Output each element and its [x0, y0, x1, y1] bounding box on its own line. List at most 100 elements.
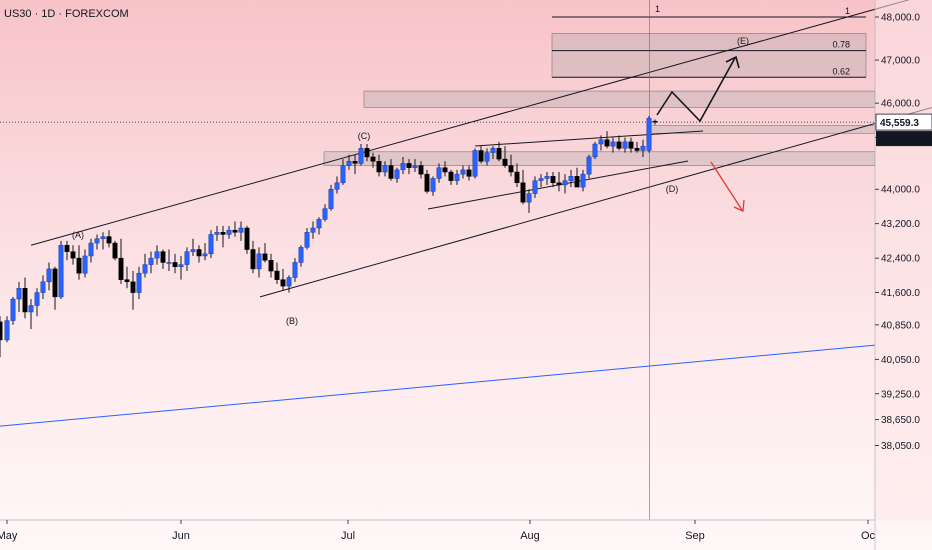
- candle-body: [130, 281, 136, 293]
- candle-body: [562, 180, 568, 186]
- candle-body: [574, 176, 580, 188]
- candle-body: [358, 148, 364, 164]
- y-tick-label: 44,000.0: [881, 185, 920, 196]
- y-tick-label: 41,600.0: [881, 288, 920, 299]
- wave-label: (A): [72, 230, 84, 240]
- candle-body: [526, 193, 532, 203]
- y-tick-label: 38,650.0: [881, 415, 920, 426]
- projected-path-arrowhead: [725, 55, 740, 69]
- candle-body: [352, 161, 358, 164]
- current-price-box: [875, 113, 932, 131]
- candle-body: [64, 244, 70, 252]
- candle-body: [472, 150, 478, 177]
- candle-body: [100, 236, 106, 240]
- bearish-arrow: [710, 161, 743, 211]
- x-tick-label: Oc: [861, 530, 876, 542]
- candle-body: [460, 169, 466, 175]
- blue-trendline: [0, 344, 876, 427]
- candle-body: [214, 232, 220, 235]
- candle-body: [604, 139, 610, 147]
- candle-body: [634, 148, 640, 151]
- candle-body: [0, 321, 3, 341]
- wave-label: (B): [286, 316, 298, 326]
- candle-body: [136, 272, 142, 293]
- symbol-label: US30 · 1D · FOREXCOM: [4, 8, 129, 20]
- y-tick-label: 40,050.0: [881, 355, 920, 366]
- candle-body: [274, 270, 280, 280]
- candle-body: [610, 141, 616, 147]
- wave-label: (E): [737, 36, 749, 46]
- candle-body: [334, 182, 340, 190]
- candle-body: [376, 161, 382, 173]
- y-tick-label: 40,850.0: [881, 320, 920, 331]
- candle-body: [232, 229, 238, 233]
- candle-body: [514, 171, 520, 184]
- candle-body: [646, 117, 652, 151]
- candle-body: [220, 232, 226, 235]
- candle-body: [28, 305, 34, 313]
- x-tick-label: Sep: [685, 530, 705, 542]
- candle-body: [640, 145, 646, 151]
- bearish-arrow-head: [733, 199, 745, 212]
- candle-body: [298, 247, 304, 263]
- candle-body: [46, 268, 52, 283]
- triangle-upper-line: [474, 130, 704, 147]
- candle-body: [370, 156, 376, 162]
- candle-body: [190, 249, 196, 252]
- candle-body: [70, 251, 76, 259]
- candle-body: [208, 234, 214, 255]
- candle-body: [238, 227, 244, 233]
- candle-body: [292, 262, 298, 278]
- candle-body: [478, 150, 484, 162]
- candle-body: [16, 288, 22, 300]
- y-tick-label: 38,050.0: [881, 441, 920, 452]
- y-tick-label: 46,000.0: [881, 99, 920, 110]
- candle-body: [484, 152, 490, 162]
- countdown-label: 11:44:29: [882, 134, 921, 145]
- candle-body: [40, 281, 46, 293]
- x-tick-label: Aug: [520, 530, 540, 542]
- candle-body: [550, 176, 556, 184]
- candle-body: [256, 253, 262, 270]
- candle-body: [118, 257, 124, 280]
- price-zone: [363, 90, 876, 108]
- candle-body: [394, 169, 400, 179]
- y-tick-label: 47,000.0: [881, 56, 920, 67]
- countdown-box: [876, 131, 932, 147]
- candle-body: [82, 255, 88, 274]
- x-tick-label: May: [0, 530, 18, 542]
- candle-body: [448, 171, 454, 181]
- vertical-marker-label: 1: [655, 4, 660, 14]
- candle-body: [382, 165, 388, 173]
- candle-body: [346, 161, 352, 166]
- x-tick-label: Jul: [341, 530, 355, 542]
- projected-path: [656, 57, 736, 123]
- y-tick-label: 43,200.0: [881, 219, 920, 230]
- candle-body: [202, 253, 208, 257]
- candle-body: [178, 264, 184, 267]
- candle-body: [424, 173, 430, 192]
- candle-body: [244, 227, 250, 250]
- candle-body: [652, 120, 658, 123]
- y-tick-label: 42,400.0: [881, 254, 920, 265]
- upper-channel: [30, 0, 910, 246]
- candle-body: [364, 148, 370, 158]
- candle-body: [442, 167, 448, 173]
- candle-body: [556, 182, 562, 186]
- price-axis: [875, 0, 932, 520]
- candle-body: [154, 251, 160, 259]
- candle-body: [616, 141, 622, 149]
- candle-body: [52, 268, 58, 298]
- candle-body: [586, 156, 592, 175]
- candle-body: [454, 173, 460, 181]
- candle-body: [142, 264, 148, 274]
- candle-body: [226, 229, 232, 235]
- y-tick-label: 48,000.0: [881, 13, 920, 24]
- candle-body: [280, 279, 286, 287]
- candle-body: [400, 163, 406, 171]
- candle-body: [250, 249, 256, 270]
- candle-body: [106, 236, 112, 244]
- x-tick-label: Jun: [172, 530, 190, 542]
